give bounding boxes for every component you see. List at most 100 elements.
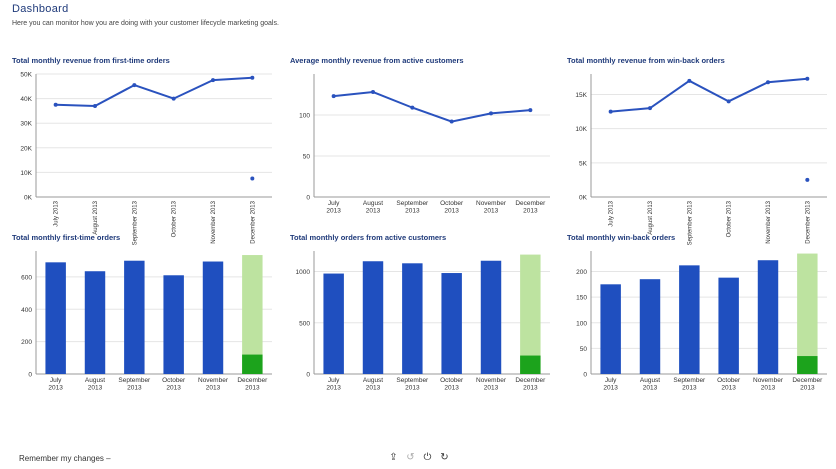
y-tick-label: 15K	[575, 92, 587, 99]
x-tick-label: August 2013	[363, 200, 383, 215]
data-point	[528, 108, 533, 113]
bar-partial	[520, 355, 541, 374]
y-tick-label: 1000	[296, 269, 311, 276]
page-title: Dashboard	[12, 4, 69, 14]
chart-rev-first-time: 0K 10K 20K 30K 40K 50K July 2013 August 2013 Sep…	[20, 72, 272, 245]
y-tick-label: 10K	[20, 170, 32, 177]
y-tick-label: 0K	[24, 195, 33, 202]
footer-toolbar: ⇪ ↺ ⏻ ↻	[388, 452, 450, 463]
data-point	[726, 99, 731, 104]
power-icon[interactable]: ⏻	[423, 452, 432, 463]
y-tick-label: 50	[580, 346, 588, 353]
bar-projected	[797, 253, 818, 374]
x-tick-label: July 2013	[603, 377, 618, 392]
bar	[124, 260, 145, 374]
y-tick-label: 600	[21, 274, 32, 281]
x-tick-label: December 2013	[792, 377, 823, 392]
y-tick-label: 500	[299, 320, 310, 327]
y-tick-label: 5K	[579, 160, 588, 167]
y-tick-label: 0K	[579, 195, 588, 202]
y-tick-label: 100	[576, 320, 587, 327]
x-tick-label: August 2013	[93, 200, 99, 234]
chart-rev-active: 0 50 100 July 2013 August 2013 September 2013 Oct…	[299, 74, 550, 215]
data-point	[132, 83, 137, 88]
x-tick-label: July 2013	[609, 200, 615, 226]
bar	[718, 277, 739, 374]
y-tick-label: 200	[21, 339, 32, 346]
y-tick-label: 20K	[20, 145, 32, 152]
x-tick-label: December 2013	[515, 377, 546, 392]
x-tick-label: December 2013	[250, 200, 256, 243]
x-tick-label: October 2013	[717, 377, 741, 392]
x-tick-label: September 2013	[132, 200, 138, 245]
x-tick-label: October 2013	[172, 200, 178, 237]
data-point	[608, 109, 613, 114]
data-point	[489, 111, 493, 116]
x-tick-label: July 2013	[54, 200, 60, 226]
bar-projected	[520, 254, 541, 374]
data-point	[331, 94, 336, 99]
series-line	[333, 91, 531, 123]
x-tick-label: October 2013	[440, 377, 464, 392]
chart-title-orders-first-time: Total monthly first-time orders	[12, 233, 121, 242]
bar	[362, 261, 384, 374]
chart-title-rev-active: Average monthly revenue from active cust…	[290, 56, 464, 65]
bar	[679, 265, 700, 374]
chart-rev-win-back: 0K 5K 10K 15K July 2013 August 2013 September …	[575, 74, 827, 245]
x-tick-label: November 2013	[198, 377, 229, 392]
bar	[757, 260, 779, 374]
x-tick-label: November 2013	[753, 377, 784, 392]
y-tick-label: 10K	[575, 126, 587, 133]
bar	[600, 284, 621, 374]
undo-icon[interactable]: ↺	[406, 452, 415, 463]
chart-title-orders-active: Total monthly orders from active custome…	[290, 233, 447, 242]
y-tick-label: 0	[306, 372, 310, 379]
data-point-partial	[805, 177, 810, 182]
export-icon[interactable]: ⇪	[389, 452, 398, 463]
y-tick-label: 150	[576, 295, 587, 302]
chart-orders-first-time: 0 200 400 600 July 2013 August 2013 September 201…	[21, 251, 272, 392]
data-point	[410, 105, 415, 110]
series-line	[55, 76, 253, 107]
bar-partial	[242, 354, 263, 374]
y-tick-label: 0	[583, 372, 587, 379]
y-tick-label: 50K	[20, 72, 32, 79]
x-tick-label: September 2013	[687, 200, 693, 245]
x-tick-label: August 2013	[648, 200, 654, 234]
data-point	[371, 90, 375, 95]
x-tick-label: October 2013	[162, 377, 186, 392]
x-tick-label: August 2013	[640, 377, 660, 392]
y-tick-label: 40K	[20, 96, 32, 103]
chart-orders-active: 0 500 1000 July 2013 August 2013 September 2013 O…	[296, 251, 550, 392]
bar	[323, 273, 344, 374]
chart-title-rev-first-time: Total monthly revenue from first-time or…	[12, 56, 170, 65]
x-tick-label: September 2013	[396, 200, 429, 215]
x-tick-label: August 2013	[363, 377, 383, 392]
x-tick-label: November 2013	[476, 200, 507, 215]
bar-partial	[797, 356, 818, 374]
chart-orders-win-back: 0 50 100 150 200 July 2013 August 2013 September 2…	[576, 251, 827, 392]
data-point	[766, 80, 770, 85]
chart-title-rev-win-back: Total monthly revenue from win-back orde…	[567, 56, 725, 65]
x-tick-label: December 2013	[805, 200, 811, 243]
data-point	[687, 78, 692, 83]
bar	[639, 279, 661, 374]
bar	[84, 271, 106, 374]
x-tick-label: November 2013	[476, 377, 507, 392]
remember-changes-label: Remember my changes –	[19, 454, 111, 463]
data-point	[211, 78, 215, 83]
y-tick-label: 100	[299, 113, 310, 120]
bar	[480, 260, 502, 374]
refresh-icon[interactable]: ↻	[440, 452, 449, 463]
data-point	[449, 119, 454, 124]
x-tick-label: July 2013	[326, 200, 341, 215]
x-tick-label: October 2013	[727, 200, 733, 237]
data-point	[171, 96, 176, 101]
data-point	[53, 102, 58, 107]
y-tick-label: 400	[21, 307, 32, 314]
bar	[441, 273, 462, 374]
data-point-partial	[250, 176, 255, 181]
x-tick-label: July 2013	[326, 377, 341, 392]
page-subtitle: Here you can monitor how you are doing w…	[12, 20, 279, 27]
chart-title-orders-win-back: Total monthly win-back orders	[567, 233, 676, 242]
